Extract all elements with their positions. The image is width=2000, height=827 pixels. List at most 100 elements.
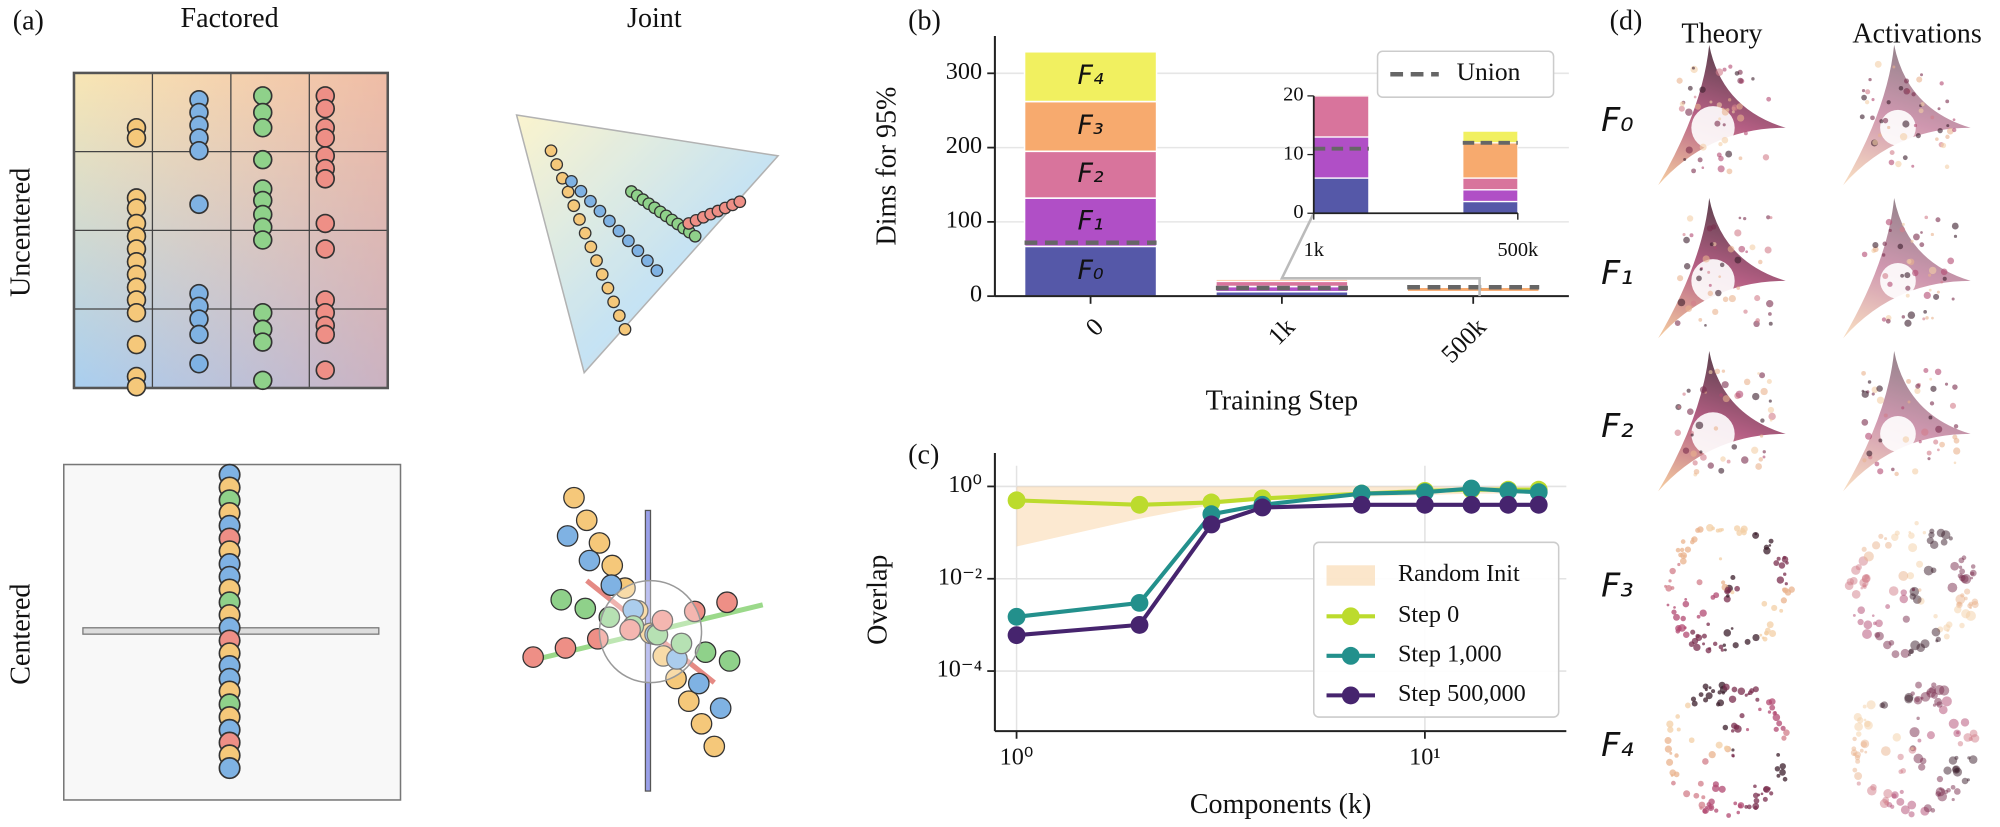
cloud-dot xyxy=(1862,629,1872,639)
cloud-dot xyxy=(1752,531,1760,539)
illustration-dot xyxy=(315,239,336,259)
cloud-dot xyxy=(1928,288,1932,292)
cloud-dot xyxy=(1686,388,1691,393)
cloud-dot xyxy=(1865,432,1873,440)
cloud-dot xyxy=(1693,468,1700,475)
cloud-dot xyxy=(1734,585,1740,592)
cloud-dot xyxy=(1768,412,1776,421)
cloud-dot xyxy=(1872,139,1878,146)
cloud-dot xyxy=(1719,262,1725,268)
cloud-dot xyxy=(1953,605,1962,614)
cloud-dot xyxy=(1718,785,1726,793)
cloud-dot xyxy=(1673,771,1680,778)
cloud-dot xyxy=(1916,560,1924,568)
cloud-dot xyxy=(1722,643,1726,647)
illustration-dot xyxy=(315,128,336,148)
cloud-dot xyxy=(1968,755,1978,764)
cloud-dot xyxy=(1852,767,1858,773)
cloud-dot xyxy=(1768,312,1772,316)
cloud-dot xyxy=(1860,586,1864,590)
cloud-dot xyxy=(1736,286,1741,290)
cloud-dot xyxy=(1878,533,1884,539)
cloud-dot xyxy=(1876,385,1883,392)
cloud-dot xyxy=(1741,456,1749,464)
illustration-dot xyxy=(687,672,710,695)
cloud-dot xyxy=(1718,141,1723,147)
cloud-dot xyxy=(1758,707,1762,712)
cloud-dot xyxy=(1904,272,1911,279)
cloud-dot xyxy=(1908,532,1915,539)
cloud-dot xyxy=(1677,626,1681,630)
cloud-dot xyxy=(1929,401,1935,406)
cloud-dot xyxy=(1714,246,1717,250)
cloud-dot xyxy=(1904,319,1912,327)
cloud-dot xyxy=(1953,437,1960,444)
cloud-dot xyxy=(1682,447,1690,454)
illustration-dot xyxy=(556,525,579,547)
cloud-dot xyxy=(1917,738,1922,743)
cloud-dot xyxy=(1912,269,1919,277)
cloud-dot xyxy=(1731,686,1738,693)
cloud-dot xyxy=(1867,380,1872,384)
cloud-dot xyxy=(1907,311,1916,319)
cloud-dot xyxy=(1918,108,1924,114)
cloud-dot xyxy=(1935,137,1939,141)
cloud-hole xyxy=(1880,262,1916,299)
cloud-dot xyxy=(1769,630,1777,638)
cloud-dot xyxy=(1898,570,1909,581)
cloud-dot xyxy=(1929,528,1935,534)
cloud-dot xyxy=(1745,250,1748,254)
cloud-dot xyxy=(1757,793,1761,797)
cloud-dot xyxy=(1895,160,1902,168)
cloud-dot xyxy=(1909,727,1920,738)
cloud-dot xyxy=(1766,215,1771,220)
illustration-dot xyxy=(550,588,573,611)
inset xyxy=(1313,95,1518,214)
cloud-dot xyxy=(1721,381,1729,389)
cloud-dot xyxy=(1733,801,1738,806)
cloud-dot xyxy=(1715,741,1723,749)
cloud-dot xyxy=(1762,455,1766,459)
cloud-dot xyxy=(1774,766,1781,772)
cloud-dot xyxy=(1946,788,1951,793)
cloud-dot xyxy=(1669,567,1676,575)
cloud-dot xyxy=(1933,614,1938,619)
cloud-dot xyxy=(1885,541,1892,549)
cloud-dot xyxy=(1930,232,1934,237)
cloud-dot xyxy=(1769,791,1774,796)
cloud-dot xyxy=(1702,255,1710,263)
cloud-dot xyxy=(1851,590,1861,599)
cloud-dot xyxy=(1698,318,1703,322)
cloud-dot xyxy=(1941,696,1952,707)
cloud-dot xyxy=(1743,217,1747,221)
cloud-dot xyxy=(1691,66,1695,70)
cloud-dot xyxy=(1666,720,1674,728)
cloud-dot xyxy=(1943,633,1950,640)
cloud-dot xyxy=(1730,574,1736,581)
cloud-dot xyxy=(1706,225,1713,232)
cloud-dot xyxy=(1861,89,1866,93)
cloud-dot xyxy=(1928,531,1935,539)
cloud-dot xyxy=(1923,565,1934,576)
cloud-dot xyxy=(1767,406,1775,414)
illustration-dot xyxy=(218,757,241,780)
inset-bar-segment xyxy=(1313,177,1370,214)
cloud-dot xyxy=(1752,392,1760,401)
cloud-dot xyxy=(1860,741,1868,748)
cloud-dot xyxy=(1951,222,1959,230)
cloud-dot xyxy=(1948,718,1959,729)
cloud-dot xyxy=(1693,95,1697,99)
cloud-dot xyxy=(1868,77,1872,82)
x-tick-label: 10¹ xyxy=(1409,744,1440,771)
cloud-dot xyxy=(1690,450,1697,457)
cloud-dot xyxy=(1740,525,1748,533)
cloud-dot xyxy=(1940,538,1948,546)
cloud-dot xyxy=(1901,222,1905,226)
row-label: F₀ xyxy=(1601,100,1633,139)
cloud-dot xyxy=(1720,648,1725,652)
illustration-dot xyxy=(578,549,601,572)
illustration-dot xyxy=(189,324,209,345)
cloud-dot xyxy=(1946,127,1954,135)
cloud-dot xyxy=(1888,586,1899,596)
